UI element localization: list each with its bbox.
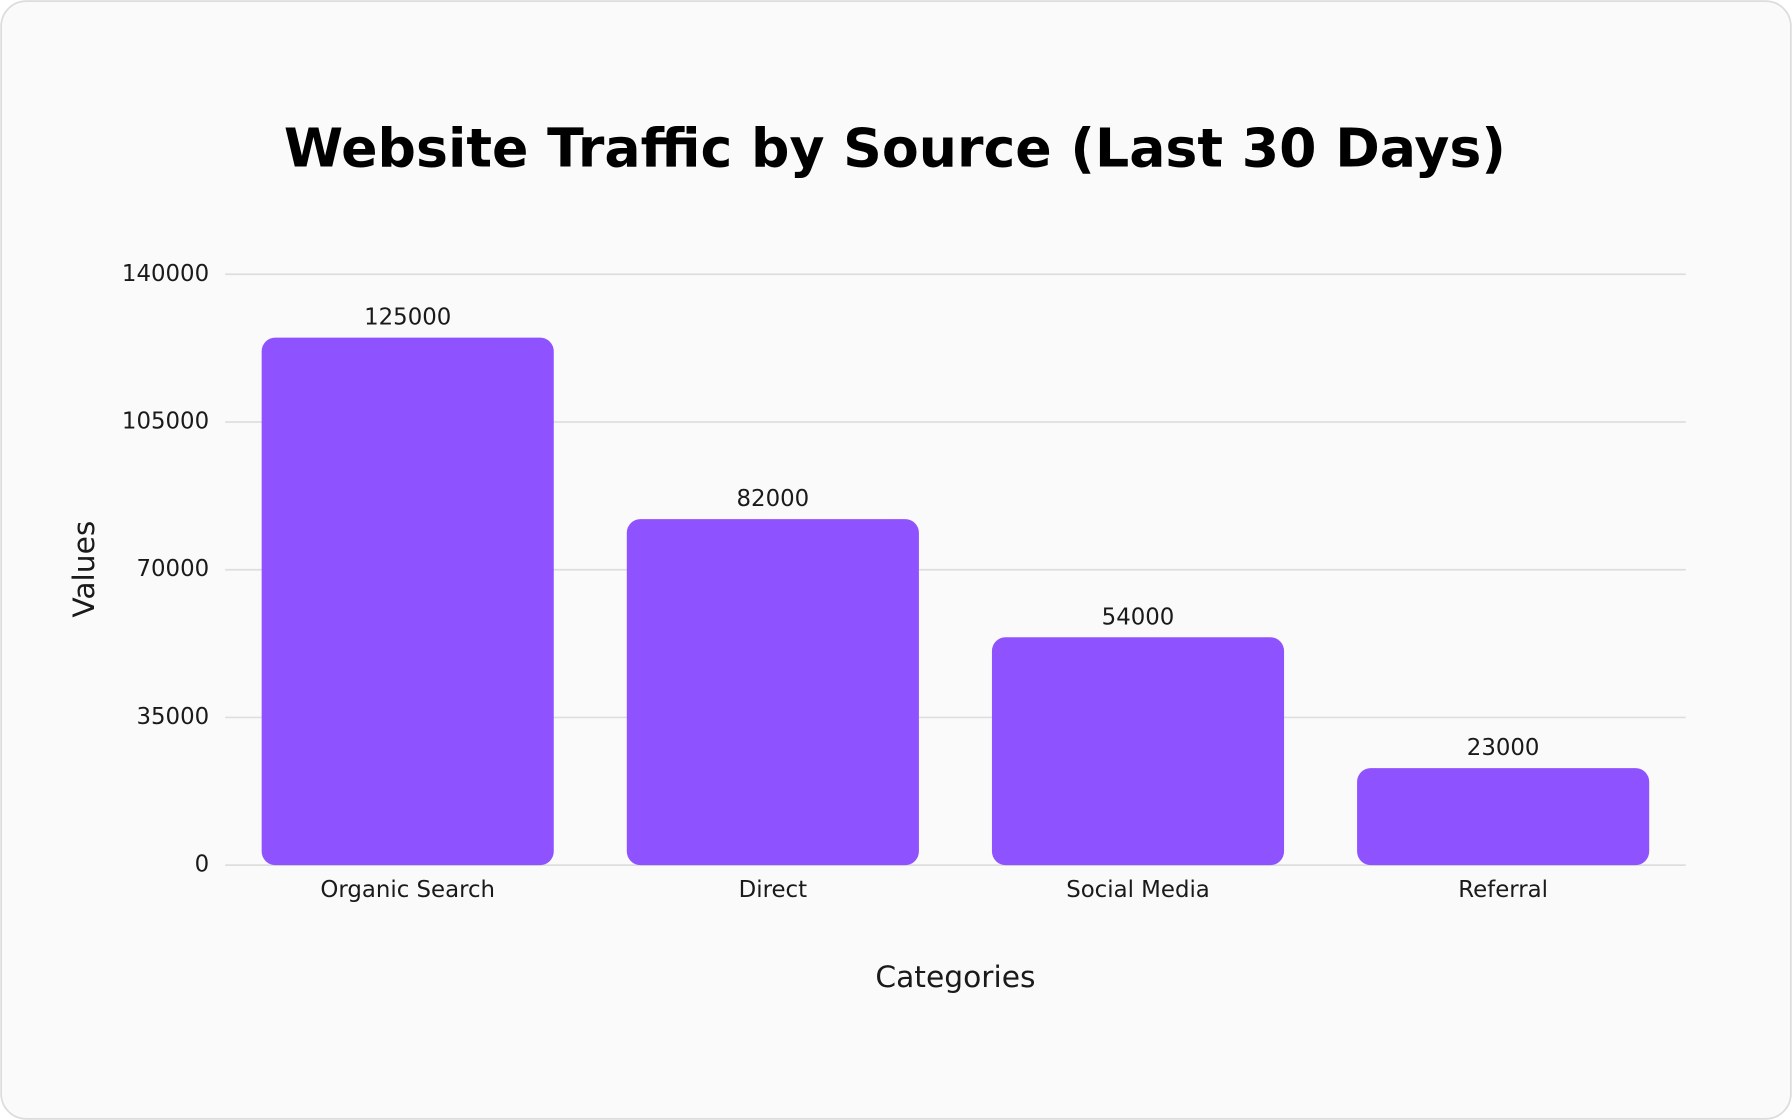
chart-title: Website Traffic by Source (Last 30 Days) <box>284 117 1506 180</box>
value-label: 82000 <box>737 486 810 512</box>
y-tick-label: 105000 <box>122 409 209 435</box>
bar <box>261 337 554 866</box>
bar <box>626 519 919 866</box>
x-tick-label: Social Media <box>1066 877 1210 903</box>
y-tick-label: 70000 <box>136 556 209 582</box>
x-tick-label: Organic Search <box>320 877 495 903</box>
bar <box>1357 768 1650 866</box>
y-tick-label: 35000 <box>136 704 209 730</box>
x-tick-label: Direct <box>739 877 807 903</box>
y-tick-label: 140000 <box>122 261 209 287</box>
y-tick-label: 0 <box>195 852 210 878</box>
y-axis-label: Values <box>67 521 102 618</box>
value-label: 54000 <box>1102 604 1175 630</box>
value-label: 23000 <box>1467 735 1540 761</box>
x-tick-label: Referral <box>1458 877 1548 903</box>
x-axis-label: Categories <box>875 960 1035 995</box>
bar <box>991 637 1285 866</box>
value-label: 125000 <box>364 305 451 331</box>
